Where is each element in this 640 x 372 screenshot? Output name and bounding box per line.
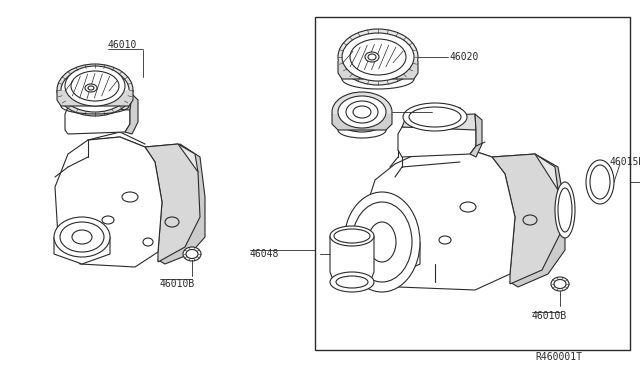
Text: 46010: 46010 bbox=[108, 40, 138, 50]
Bar bbox=[315, 17, 630, 350]
Polygon shape bbox=[330, 236, 374, 282]
Polygon shape bbox=[55, 137, 162, 267]
Polygon shape bbox=[425, 147, 558, 217]
Ellipse shape bbox=[54, 217, 110, 257]
Ellipse shape bbox=[330, 226, 374, 246]
Ellipse shape bbox=[342, 33, 414, 81]
Text: 46015K: 46015K bbox=[610, 157, 640, 167]
Ellipse shape bbox=[330, 272, 374, 292]
Ellipse shape bbox=[551, 277, 569, 291]
Text: 46093: 46093 bbox=[434, 107, 463, 117]
Ellipse shape bbox=[65, 66, 125, 106]
Polygon shape bbox=[54, 237, 110, 264]
Polygon shape bbox=[332, 114, 392, 130]
Polygon shape bbox=[145, 144, 200, 262]
Polygon shape bbox=[68, 94, 132, 110]
Polygon shape bbox=[402, 114, 476, 130]
Text: 46010B: 46010B bbox=[160, 279, 195, 289]
Text: 46048: 46048 bbox=[250, 249, 280, 259]
Ellipse shape bbox=[352, 202, 412, 282]
Polygon shape bbox=[398, 124, 476, 157]
Ellipse shape bbox=[403, 103, 467, 131]
Ellipse shape bbox=[338, 96, 386, 128]
Ellipse shape bbox=[85, 84, 97, 92]
Ellipse shape bbox=[183, 247, 201, 261]
Polygon shape bbox=[505, 154, 565, 287]
Ellipse shape bbox=[555, 182, 575, 238]
Polygon shape bbox=[155, 144, 205, 264]
Ellipse shape bbox=[60, 222, 104, 252]
Text: R460001T: R460001T bbox=[535, 352, 582, 362]
Polygon shape bbox=[368, 147, 515, 290]
Text: 46020: 46020 bbox=[450, 52, 479, 62]
Polygon shape bbox=[470, 114, 482, 157]
Polygon shape bbox=[57, 90, 133, 106]
Text: 46010B: 46010B bbox=[532, 311, 567, 321]
Polygon shape bbox=[338, 61, 418, 79]
Ellipse shape bbox=[338, 29, 418, 85]
Polygon shape bbox=[88, 137, 198, 202]
Polygon shape bbox=[125, 94, 138, 134]
Ellipse shape bbox=[586, 160, 614, 204]
Ellipse shape bbox=[332, 92, 392, 132]
Ellipse shape bbox=[344, 192, 420, 292]
Polygon shape bbox=[344, 242, 420, 282]
Ellipse shape bbox=[365, 52, 379, 62]
Polygon shape bbox=[65, 104, 130, 134]
Polygon shape bbox=[492, 154, 560, 284]
Ellipse shape bbox=[57, 64, 133, 116]
Ellipse shape bbox=[61, 68, 129, 112]
